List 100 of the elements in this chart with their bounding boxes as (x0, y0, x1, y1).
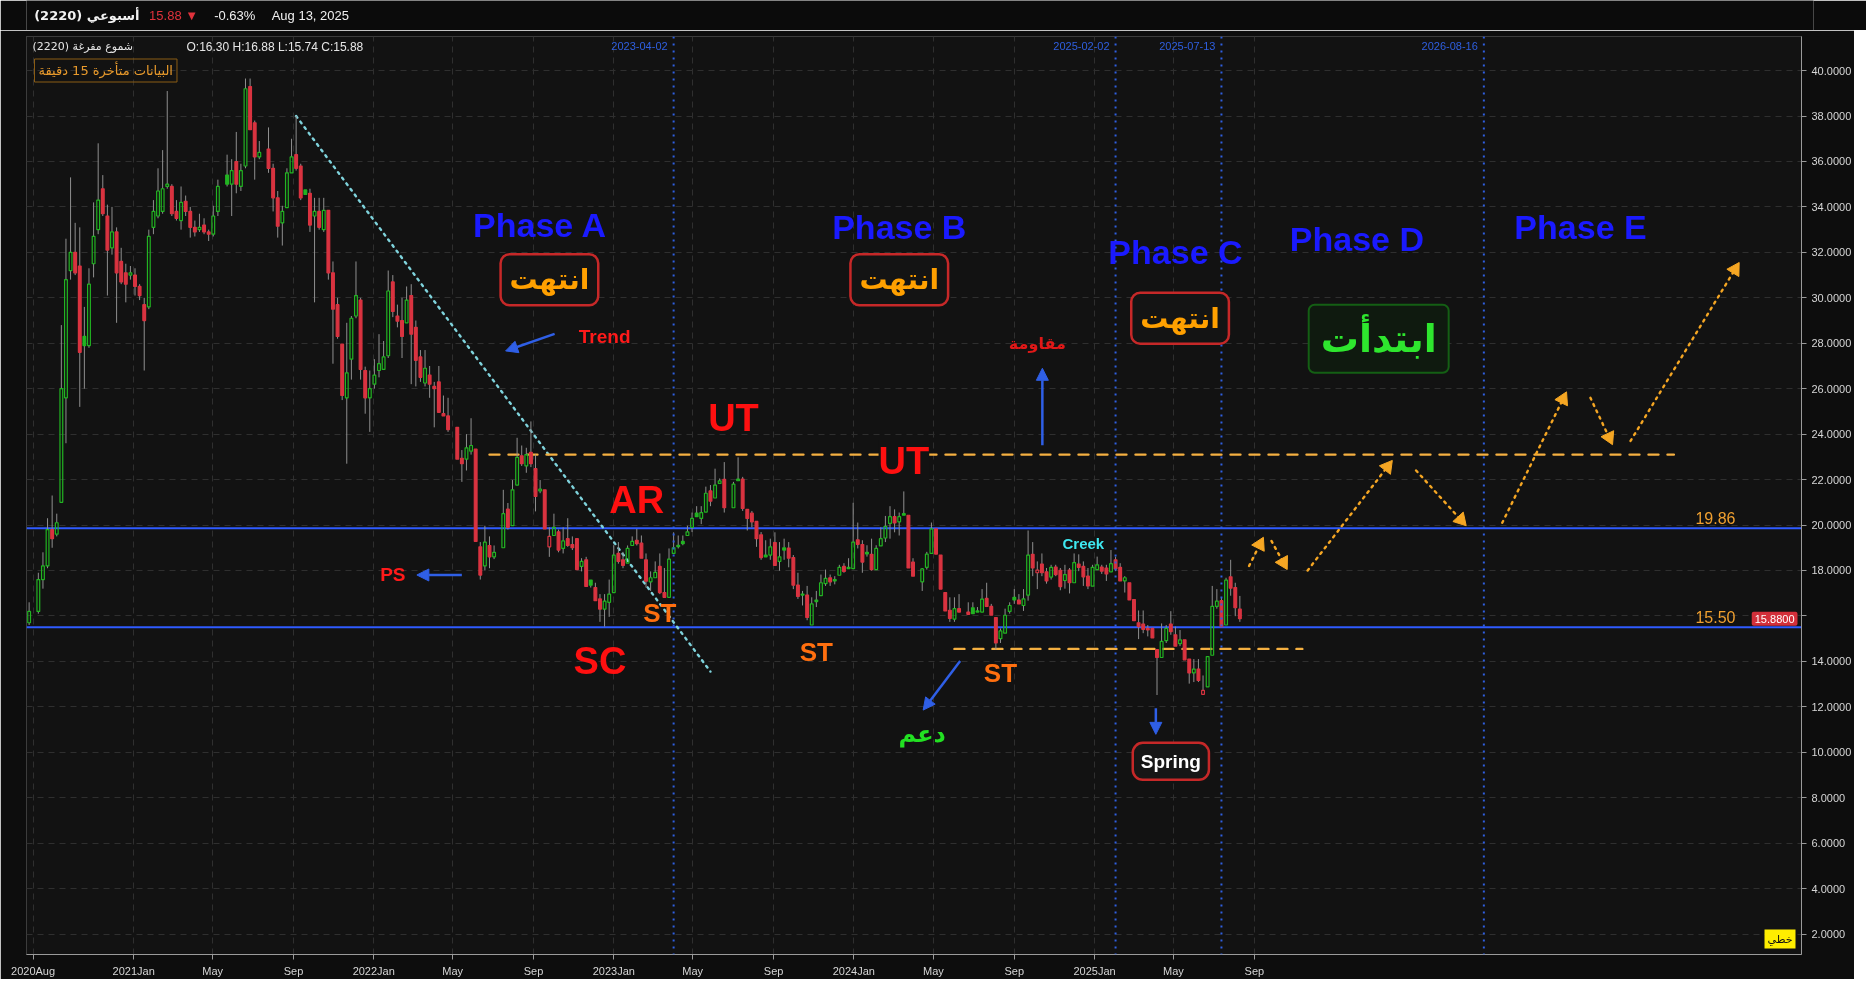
candlestick (1007, 601, 1012, 615)
candlestick (888, 505, 892, 540)
x-tick-label: May (202, 964, 224, 977)
candlestick (215, 179, 220, 217)
candlestick (1085, 567, 1090, 590)
annotation: دعم (898, 720, 946, 749)
x-tick-label: Sep (1004, 964, 1025, 977)
candlestick (515, 437, 520, 486)
annotation: ST (983, 657, 1018, 688)
x-tick-label: Sep (763, 964, 784, 977)
y-tick-label: 12.0000 (1811, 700, 1852, 713)
x-tick-label: 2025Jan (1073, 964, 1116, 977)
candlestick (1108, 549, 1113, 573)
text: 15.88 ▼ (149, 8, 199, 23)
candlestick (473, 448, 478, 542)
annotation: AR (609, 479, 665, 522)
candlestick (381, 340, 386, 370)
x-tick-label: 2023Jan (592, 964, 635, 977)
y-tick-label: 28.0000 (1811, 337, 1852, 350)
x-tick-label: May (1163, 964, 1185, 977)
candlestick (561, 526, 566, 554)
candlestick (1224, 577, 1229, 626)
annotation: Phase D (1289, 219, 1424, 258)
candlestick (667, 547, 672, 598)
x-tick-label: Sep (283, 964, 304, 977)
ref-line-label: 15.50 (1695, 609, 1736, 627)
candlestick (713, 468, 718, 499)
candlestick (841, 562, 846, 572)
annotation: خطي (1767, 932, 1793, 946)
y-tick-label: 24.0000 (1811, 428, 1852, 441)
candlestick (1021, 588, 1026, 612)
y-tick-label: 14.0000 (1811, 655, 1852, 668)
text: Aug 13, 2025 (271, 8, 350, 23)
candlestick (970, 601, 975, 615)
candlestick (644, 552, 648, 589)
candlestick (745, 508, 750, 531)
candlestick (869, 538, 874, 571)
x-tick-label: Sep (523, 964, 544, 977)
y-tick-label: 26.0000 (1811, 382, 1852, 395)
candlestick (717, 477, 722, 485)
x-tick-label: Sep (1244, 964, 1265, 977)
candlestick (225, 154, 230, 187)
candlestick (611, 544, 616, 594)
candlestick (68, 176, 73, 281)
candlestick (851, 502, 856, 570)
ref-line-label: 19.86 (1695, 510, 1736, 528)
candlestick (588, 579, 593, 589)
y-tick-label: 32.0000 (1811, 246, 1852, 259)
annotation: O:16.30 H:16.88 L:15.74 C:15.88 (186, 39, 364, 54)
candlestick (386, 270, 391, 359)
annotation: Trend (578, 325, 631, 347)
candlestick (551, 513, 556, 537)
annotation: ابتدأت (1320, 313, 1437, 361)
candlestick (1210, 585, 1215, 656)
candlestick (772, 531, 777, 567)
candlestick (837, 564, 842, 576)
candlestick (179, 185, 184, 231)
candlestick (993, 616, 998, 651)
y-tick-label: 10.0000 (1811, 746, 1852, 759)
annotation: Creek (1062, 534, 1105, 552)
candlestick (565, 517, 570, 547)
candlestick (160, 149, 165, 215)
candlestick (1150, 627, 1155, 639)
candlestick (1164, 624, 1169, 644)
annotation: 15.8800 (1754, 612, 1795, 625)
candlestick (455, 426, 460, 460)
annotation: ST (799, 637, 834, 668)
candlestick (538, 479, 543, 494)
candlestick (625, 544, 630, 564)
annotation: مقاومة (1008, 333, 1066, 353)
candlestick (307, 188, 312, 233)
candlestick (1205, 656, 1210, 688)
candlestick (763, 539, 768, 558)
candlestick (229, 158, 234, 217)
candlestick (91, 201, 96, 278)
candlestick (1159, 622, 1164, 659)
candlestick (464, 433, 469, 471)
annotation: Spring (1140, 750, 1201, 772)
candlestick (105, 204, 110, 297)
candlestick (648, 570, 653, 592)
ref-line-label: 2026-08-16 (1421, 39, 1478, 52)
y-tick-label: 30.0000 (1811, 291, 1852, 304)
y-tick-label: 18.0000 (1811, 564, 1852, 577)
chart-title: (2220) أسبوعي (34, 7, 140, 23)
candlestick (110, 206, 114, 256)
y-tick-label: 6.0000 (1811, 837, 1846, 850)
candlestick (1016, 593, 1021, 605)
candlestick (874, 544, 879, 571)
ref-line-label: 2025-02-02 (1053, 39, 1110, 52)
annotation: UT (708, 397, 759, 440)
x-tick-label: May (442, 964, 464, 977)
ref-line-label: 2023-04-02 (611, 39, 668, 52)
candlestick (542, 489, 547, 530)
candlestick (865, 544, 869, 558)
annotation: PS (380, 564, 406, 586)
candlestick (947, 596, 952, 623)
candlestick (736, 456, 741, 482)
chart-subtitle: (2220) شموع مفرغة (32, 40, 134, 53)
candlestick (436, 365, 441, 413)
candlestick (344, 322, 349, 465)
